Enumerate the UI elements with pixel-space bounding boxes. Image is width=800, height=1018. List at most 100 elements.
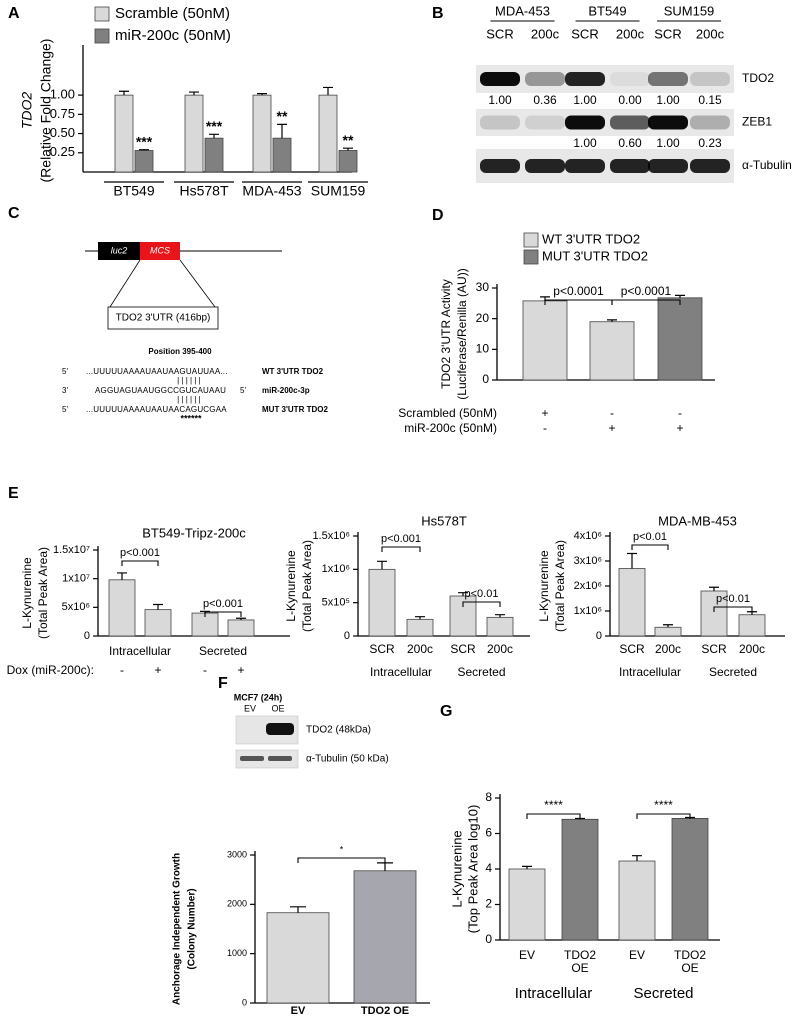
lane-label: SCR [654,26,681,41]
significance-label: p<0.001 [120,547,160,559]
blot-band [480,72,520,86]
x-tick-label: OE [681,961,698,975]
chart-title: BT549-Tripz-200c [142,525,246,540]
group-label: Intracellular [619,665,681,679]
panel-letter: A [8,5,20,22]
error-bar [415,616,425,620]
bar [738,614,766,637]
error-bar [522,865,532,869]
blot-band [565,159,605,173]
y-axis-label: L-Kynurenine [284,550,298,622]
y-axis-label: (Total Peak Area) [36,547,50,639]
blot-band [690,72,730,86]
bar [654,626,682,637]
significance-bracket [462,601,501,607]
bar [657,297,703,381]
y-tick-label: 10 [476,342,490,356]
base-pairing: |||||| [177,395,203,404]
sequence: AGGUAGUAAUGGCCGUCAUAAU [95,386,226,395]
legend-label: WT 3'UTR TDO2 [542,231,640,246]
blot-quantification: 0.36 [533,93,557,107]
mutation-mark: ****** [180,413,202,423]
legend-label: MUT 3'UTR TDO2 [542,248,648,263]
x-tick-label: 200c [655,642,681,656]
condition-sign: - [120,663,124,677]
strand-end: 3' [62,386,68,395]
bar [252,94,272,173]
error-bar [236,617,246,620]
condition-sign: + [154,663,161,677]
panel-letter: C [8,205,20,222]
blot-band [610,159,650,173]
y-axis-label: (Luciferase/Renilla (AU)) [455,268,469,399]
condition-label: miR-200c (50nM) [404,421,497,435]
blot-quantification: 1.00 [488,93,512,107]
lane-label: OE [271,703,284,713]
blot-band [648,72,688,86]
group-label: Secreted [199,644,247,658]
y-axis-label: TDO2 3'UTR Activity [439,279,453,389]
error-bar [257,92,267,96]
blot-band [525,159,565,173]
blot-band [266,723,294,735]
x-tick-label: 200c [487,642,513,656]
significance-label: p<0.0001 [553,284,604,298]
sequence-label: WT 3'UTR TDO2 [262,367,324,376]
legend-swatch [94,28,110,44]
y-axis-label: L-Kynurenine [449,830,464,907]
y-tick-label: 1000 [227,948,247,958]
blot-band [480,159,520,173]
y-tick-label: 0 [485,932,492,946]
lane-label: 200c [531,26,560,41]
panel-letter: G [440,703,452,720]
insert-box [107,306,219,330]
bar [144,609,172,637]
chart-title: Hs578T [421,513,467,528]
blot-title: MCF7 (24h) [234,692,283,702]
legend-swatch [523,249,539,265]
blot-group-label: BT549 [588,3,626,18]
significance-bracket [381,546,421,552]
x-tick-label: 200c [407,642,433,656]
blot-row-label: α-Tubulin [742,158,792,172]
significance-label: p<0.001 [203,598,243,610]
bar [700,590,728,637]
condition-sign: - [203,663,207,677]
blot-band [610,115,650,130]
y-tick-label: 3000 [227,849,247,859]
blot-quantification: 0.23 [698,136,722,150]
y-tick-label: 5x10⁶ [62,601,90,613]
y-tick-label: 0 [242,997,247,1007]
significance-label: *** [136,133,153,149]
condition-sign: - [678,406,682,420]
mcs-box [140,242,180,260]
x-tick-label: BT549 [113,183,154,199]
blot-quantification: 1.00 [656,136,680,150]
significance-bracket [713,606,753,612]
y-tick-label: 0.25 [50,144,75,159]
y-tick-label: 0.50 [50,125,75,140]
significance-label: p<0.01 [465,588,499,600]
y-tick-label: 0 [84,630,90,642]
base-pairing: |||||| [177,376,203,385]
error-bar [663,624,673,628]
condition-label: Scrambled (50nM) [398,406,497,420]
strand-end: 5' [62,367,68,376]
blot-band [565,72,605,86]
sequence-label: MUT 3'UTR TDO2 [262,405,328,414]
y-tick-label: 1.00 [50,87,75,102]
error-bar [495,614,505,618]
x-tick-label: Hs578T [179,183,228,199]
error-bar [209,133,219,139]
bar [204,137,224,173]
sequence-label: miR-200c-3p [262,386,310,395]
blot-group-label: MDA-453 [495,3,550,18]
sequence: ...UUUUUAAAAUAAUAAGUAUUAA... [86,367,228,376]
bar [368,568,396,637]
group-label: Secreted [633,985,693,1002]
lane-label: 200c [616,26,645,41]
y-tick-label: 0 [596,630,602,642]
error-bar [189,91,199,96]
error-bar [323,86,333,96]
